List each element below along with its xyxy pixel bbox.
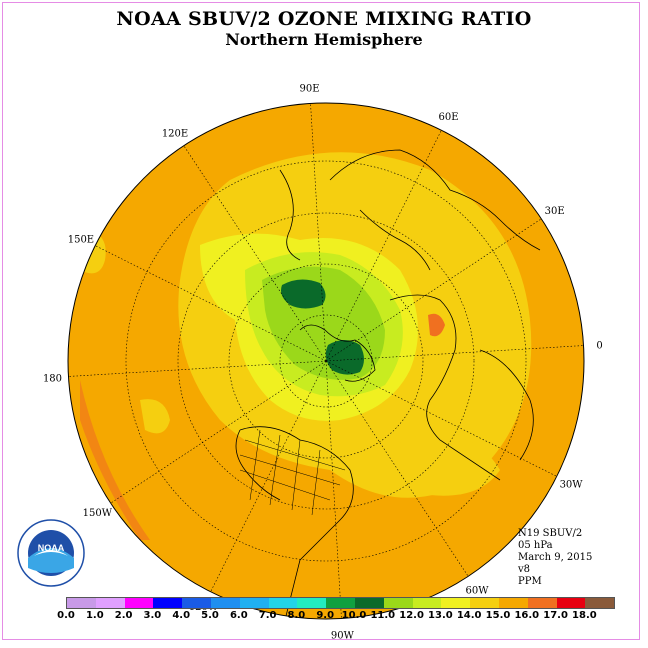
colorbar-swatch <box>354 598 384 608</box>
meridian-line <box>325 130 442 362</box>
band-14-15-south <box>400 434 500 496</box>
map-subtitle: Northern Hemisphere <box>225 30 423 49</box>
info-satellite: N19 SBUV/2 <box>518 528 583 539</box>
meridian-line <box>210 360 327 592</box>
colorbar-tick-label: 13.0 <box>428 610 453 621</box>
colorbar-tick-label: 7.0 <box>258 610 277 621</box>
colorbar-swatch <box>383 598 413 608</box>
colorbar-tick-label: 1.0 <box>85 610 104 621</box>
colorbar-swatch <box>124 598 154 608</box>
colorbar-swatch <box>239 598 269 608</box>
colorbar-tick-label: 15.0 <box>485 610 511 621</box>
colorbar-swatch <box>498 598 528 608</box>
colorbar-swatch <box>268 598 298 608</box>
colorbar-swatch <box>441 598 471 608</box>
longitude-label: 150W <box>83 508 113 519</box>
meridian-line <box>95 245 327 362</box>
colorbar-swatch <box>585 598 615 608</box>
colorbar-tick-label: 10.0 <box>341 610 367 621</box>
logo-text: NOAA <box>38 543 65 553</box>
meridians <box>68 103 584 619</box>
colorbar-swatch <box>182 598 211 608</box>
info-block: N19 SBUV/2 05 hPa March 9, 2015 v8 PPM <box>518 528 592 588</box>
colorbar-tick-label: 8.0 <box>287 610 306 621</box>
meridian-line <box>325 218 542 362</box>
band-15-16-patch <box>428 313 445 337</box>
colorbar-swatch <box>527 598 557 608</box>
info-level: 05 hPa <box>518 540 553 551</box>
colorbar-tick-label: 0.0 <box>57 610 75 621</box>
colorbar-swatch <box>210 598 240 608</box>
meridian-line <box>325 345 584 362</box>
band-14-15-blob-sw <box>140 399 170 434</box>
colorbar-swatch <box>67 598 96 608</box>
meridian-line <box>183 145 327 362</box>
us-state-lines <box>239 429 346 516</box>
meridian-line <box>325 360 469 577</box>
longitude-label: 90W <box>331 631 355 642</box>
colorbar-swatch <box>470 598 499 608</box>
colorbar-tick-label: 2.0 <box>114 610 133 621</box>
longitude-label: 0 <box>596 341 602 352</box>
colorbar-ticks: 0.0 1.0 2.0 3.0 4.0 5.0 6.0 7.0 8.0 9.0 10.0 11.0 12… <box>0 610 648 624</box>
colorbar-swatch <box>556 598 586 608</box>
meridian-line <box>110 360 327 504</box>
colorbar-swatch <box>412 598 442 608</box>
map-border <box>67 102 585 620</box>
colorbar-tick-label: 6.0 <box>229 610 248 621</box>
colorbar-tick-label: 9.0 <box>316 610 335 621</box>
colorbar-swatch <box>153 598 183 608</box>
info-units: PPM <box>518 576 542 587</box>
colorbar-tick-label: 3.0 <box>143 610 162 621</box>
colorbar <box>66 597 616 609</box>
colorbar-tick-label: 18.0 <box>572 610 597 621</box>
meridian-line <box>325 360 342 619</box>
colorbar-swatch <box>326 598 355 608</box>
colorbar-tick-label: 5.0 <box>201 610 219 621</box>
colorbar-tick-label: 4.0 <box>172 610 191 621</box>
colorbar-tick-label: 12.0 <box>399 610 424 621</box>
colorbar-tick-label: 16.0 <box>514 610 540 621</box>
meridian-line <box>325 360 557 477</box>
colorbar-swatch <box>297 598 327 608</box>
colorbar-tick-label: 14.0 <box>456 610 482 621</box>
figure-frame <box>2 2 640 640</box>
longitude-label: 120E <box>162 128 188 139</box>
longitude-label: 180 <box>43 373 62 384</box>
info-version: v8 <box>518 564 531 575</box>
coastlines <box>235 149 541 619</box>
info-date: March 9, 2015 <box>518 552 593 563</box>
longitude-label: 30E <box>545 206 565 217</box>
noaa-logo: NOAA <box>17 519 85 587</box>
longitude-label: 90E <box>300 83 320 94</box>
colorbar-tick-label: 11.0 <box>370 610 396 621</box>
map-title: NOAA SBUV/2 OZONE MIXING RATIO <box>116 8 532 30</box>
longitude-label: 60E <box>439 112 459 123</box>
longitude-label: 60W <box>465 586 489 597</box>
ozone-field <box>68 103 584 619</box>
longitude-labels: 90E60E30E030W60W90W120W150W180150E120E <box>43 83 603 641</box>
low-centre-siberia <box>281 279 326 309</box>
longitude-label: 30W <box>560 480 584 491</box>
longitude-label: 150E <box>68 234 94 245</box>
meridian-line <box>68 360 327 377</box>
graticule <box>125 160 527 562</box>
colorbar-swatch <box>95 598 125 608</box>
colorbar-tick-label: 17.0 <box>543 610 568 621</box>
meridian-line <box>310 103 327 362</box>
